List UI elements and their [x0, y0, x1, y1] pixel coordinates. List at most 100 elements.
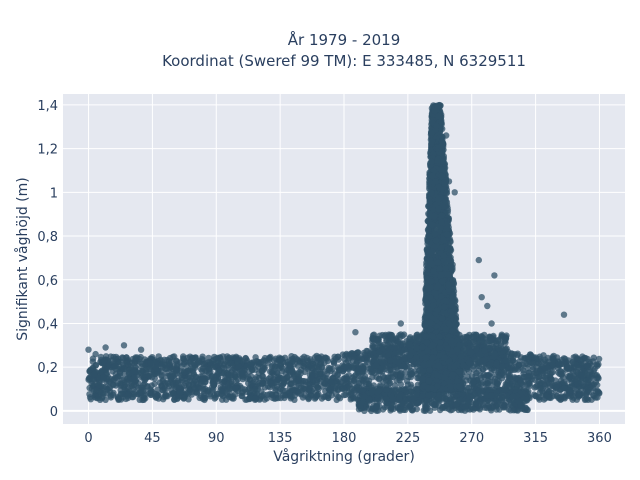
data-point: [523, 406, 531, 413]
data-point: [193, 385, 200, 392]
data-point: [268, 380, 275, 387]
data-point: [103, 366, 110, 373]
data-point: [566, 373, 574, 380]
data-point: [517, 379, 525, 387]
data-point: [590, 367, 597, 374]
data-point: [397, 406, 404, 413]
data-point: [342, 352, 349, 359]
data-point: [212, 376, 220, 383]
data-point: [163, 365, 170, 373]
data-point: [276, 364, 283, 372]
data-point: [400, 386, 407, 393]
data-point: [229, 354, 237, 361]
data-point: [510, 407, 517, 414]
data-point: [253, 357, 261, 365]
data-point: [477, 389, 484, 397]
data-point: [252, 395, 259, 402]
data-point: [141, 377, 148, 384]
data-point: [219, 388, 226, 395]
data-point: [90, 370, 98, 378]
data-point: [227, 360, 234, 367]
data-point: [125, 370, 132, 377]
data-point: [299, 394, 307, 401]
data-point: [217, 357, 224, 365]
data-point: [133, 382, 140, 389]
data-point: [408, 388, 415, 396]
data-point: [287, 392, 294, 400]
data-point: [423, 397, 430, 404]
data-point: [111, 362, 119, 369]
data-point: [539, 388, 546, 395]
data-point: [100, 390, 107, 397]
data-point: [277, 356, 284, 363]
data-point: [259, 379, 266, 386]
data-point: [514, 351, 521, 359]
data-point: [430, 398, 437, 406]
data-point: [356, 354, 363, 361]
data-point: [112, 353, 120, 361]
data-point: [234, 357, 241, 365]
data-point: [171, 396, 178, 403]
data-point: [587, 384, 594, 391]
data-point: [185, 396, 192, 403]
data-point: [526, 374, 533, 381]
data-point: [244, 373, 252, 381]
data-point: [201, 395, 208, 402]
data-point: [386, 380, 393, 387]
data-point: [249, 380, 256, 387]
data-point: [361, 351, 368, 358]
data-point: [375, 387, 382, 395]
data-point: [595, 355, 603, 363]
data-point: [532, 392, 539, 400]
data-point: [162, 386, 169, 393]
data-point: [477, 399, 484, 406]
data-point: [350, 387, 358, 394]
data-point: [269, 394, 276, 402]
data-point: [389, 396, 396, 403]
data-point: [148, 374, 156, 381]
data-point: [131, 374, 139, 381]
data-point: [544, 354, 552, 362]
data-point: [571, 374, 579, 381]
data-point: [545, 394, 553, 401]
data-point: [345, 382, 353, 390]
data-point: [392, 388, 400, 395]
data-point: [408, 370, 415, 377]
data-point: [542, 374, 549, 381]
data-point: [352, 379, 360, 386]
data-point: [266, 354, 273, 362]
data-point: [328, 392, 335, 399]
data-point: [357, 405, 364, 412]
data-point: [272, 385, 279, 392]
data-point: [372, 404, 380, 411]
data-point: [302, 386, 309, 393]
data-point: [348, 364, 356, 371]
data-point: [100, 384, 107, 391]
data-point: [124, 392, 131, 400]
data-point: [288, 368, 295, 375]
data-point: [139, 360, 146, 368]
data-point: [259, 364, 266, 371]
data-point: [509, 393, 517, 400]
data-point: [516, 374, 523, 382]
data-point: [267, 368, 274, 375]
data-point: [307, 362, 315, 369]
data-point: [534, 358, 541, 366]
data-point: [176, 389, 184, 396]
data-point: [563, 364, 570, 371]
data-point: [575, 391, 583, 399]
data-point: [566, 387, 574, 394]
data-point: [590, 358, 597, 365]
data-point: [485, 401, 493, 409]
data-point: [397, 372, 404, 379]
data-point: [211, 353, 218, 361]
data-point: [358, 400, 365, 407]
data-point: [325, 364, 332, 372]
data-point: [462, 404, 469, 411]
data-point: [314, 391, 321, 399]
data-point: [389, 402, 396, 409]
data-point: [97, 353, 105, 361]
data-point: [123, 359, 130, 366]
data-point: [532, 369, 539, 376]
data-point: [369, 373, 376, 381]
